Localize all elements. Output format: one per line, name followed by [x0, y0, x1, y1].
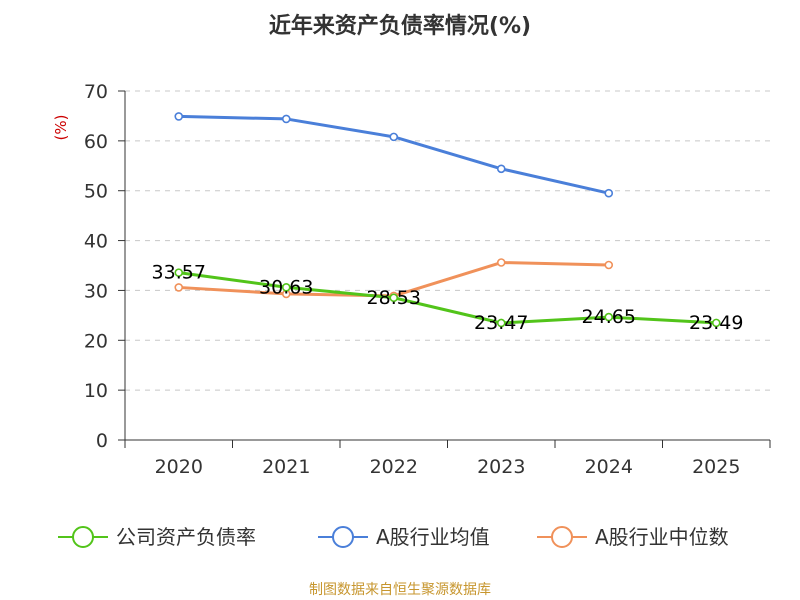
series-point [496, 318, 506, 328]
data-label: 28.53 [367, 287, 421, 309]
data-label: 23.49 [689, 312, 743, 334]
x-tick-label: 2023 [477, 456, 525, 478]
y-tick-label: 60 [84, 131, 108, 153]
legend-label: 公司资产负债率 [116, 525, 256, 549]
series-point [496, 258, 506, 267]
legend-marker [72, 526, 94, 548]
data-label: 30.63 [259, 276, 313, 298]
series-point [604, 260, 614, 270]
x-tick-label: 2024 [585, 456, 633, 478]
series-point [389, 293, 399, 303]
legend-label: A股行业均值 [376, 525, 490, 549]
y-tick-label: 40 [84, 231, 108, 253]
series-point [496, 164, 506, 174]
data-label: 33.57 [152, 262, 206, 284]
series-point [174, 112, 184, 121]
y-axis-label: (%) [52, 115, 70, 141]
x-tick-label: 2020 [155, 456, 203, 478]
series-point [604, 312, 614, 322]
series-line [177, 114, 611, 195]
series-point [281, 282, 291, 292]
series-point [174, 283, 184, 292]
data-label: 23.47 [474, 312, 528, 334]
source-note: 制图数据来自恒生聚源数据库 [309, 582, 491, 598]
data-labels: 33.57 30.63 28.53 23.47 24.65 23.49 [152, 262, 744, 334]
y-tick-label: 0 [96, 430, 108, 452]
chart-title: 近年来资产负债率情况(%) [269, 13, 531, 39]
x-tick-label: 2022 [370, 456, 418, 478]
y-tick-label: 20 [84, 330, 108, 352]
data-label: 24.65 [582, 306, 636, 328]
series-point [174, 268, 184, 277]
legend-marker [332, 526, 354, 548]
y-tick-label: 50 [84, 181, 108, 203]
legend-marker [551, 526, 573, 548]
x-tick-label: 2025 [692, 456, 740, 478]
grid-lines [125, 90, 770, 391]
x-tick-label: 2021 [262, 456, 310, 478]
y-tick-label: 30 [84, 280, 108, 302]
series-point [604, 188, 614, 198]
series-line [177, 271, 718, 325]
series-point [281, 114, 291, 124]
legend-label: A股行业中位数 [595, 525, 729, 549]
series-point [389, 132, 399, 142]
axes: 0 10 20 30 40 50 60 70 2020 2021 2022 2023 2024 2025 [84, 81, 771, 478]
y-tick-label: 10 [84, 380, 108, 402]
series-lines [174, 112, 721, 328]
y-tick-label: 70 [84, 81, 108, 103]
series-point [711, 318, 721, 328]
legend: 公司资产负债率 A股行业均值 A股行业中位数 [58, 525, 729, 549]
